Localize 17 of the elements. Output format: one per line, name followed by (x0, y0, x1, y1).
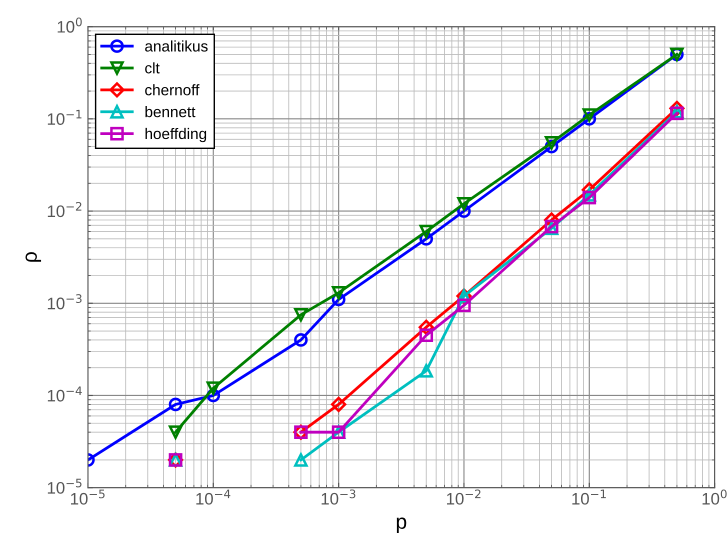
x-axis-title: p (396, 518, 406, 533)
y-tick-label: 10$^{−2}$ (48, 202, 82, 218)
y-tick-label: 10$^{−4}$ (48, 386, 82, 402)
legend-label: chernoff (145, 84, 200, 96)
x-tick-label: 10$^{−1}$ (572, 490, 606, 505)
y-axis-title: ρ (26, 252, 42, 262)
x-tick-label: 10$^{0}$ (702, 489, 727, 505)
y-tick-label: 10$^{−1}$ (48, 110, 82, 125)
legend-label: bennett (145, 106, 196, 118)
y-tick-label: 10$^{0}$ (58, 18, 82, 33)
legend-label: hoeffding (146, 128, 206, 142)
x-tick-label: 10$^{−4}$ (196, 490, 230, 505)
y-tick-label: 10$^{−3}$ (48, 294, 82, 310)
legend-label: clt (145, 62, 160, 74)
x-tick-label: 10$^{−3}$ (322, 489, 356, 505)
legend-label: analitikus (145, 40, 208, 52)
x-tick-label: 10$^{−2}$ (446, 489, 480, 505)
